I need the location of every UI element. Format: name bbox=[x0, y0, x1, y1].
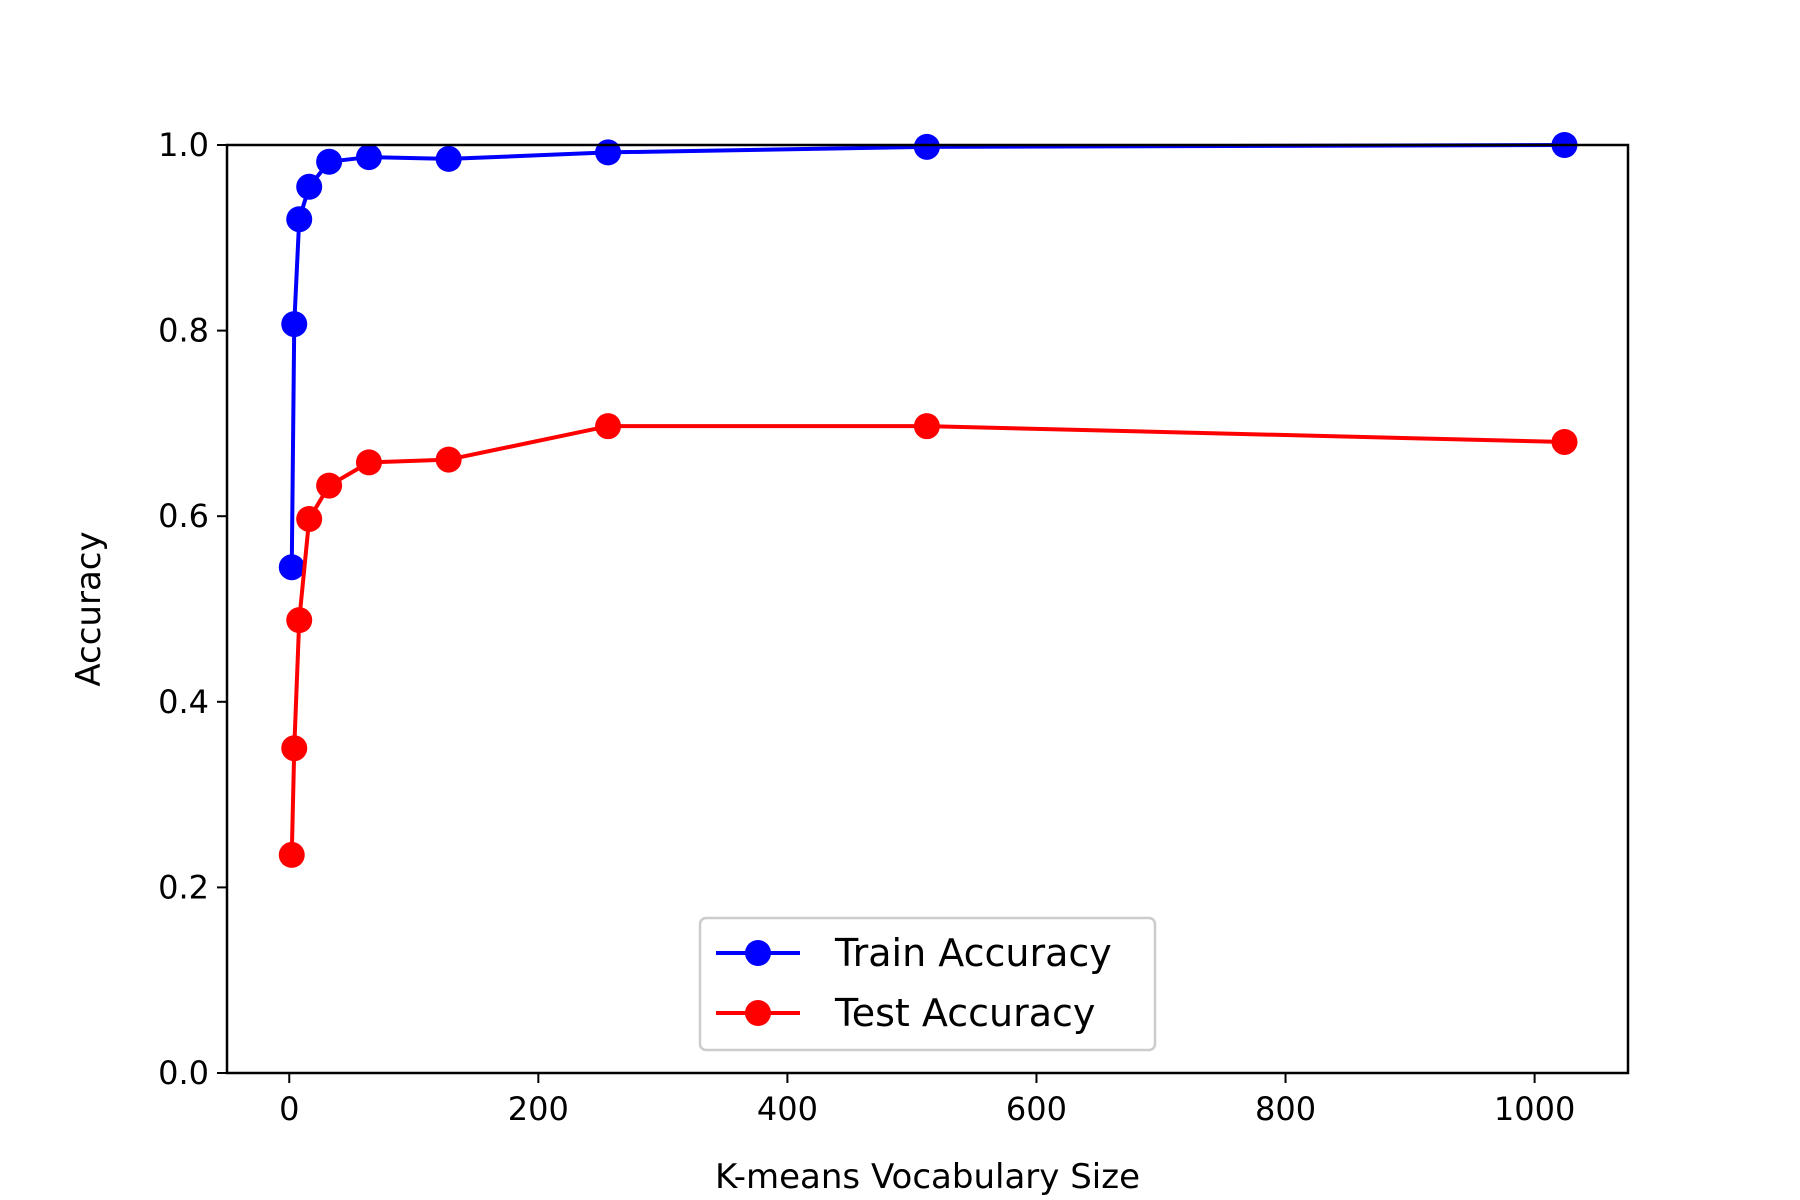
y-tick-label: 0.4 bbox=[158, 683, 209, 721]
data-point bbox=[278, 554, 305, 581]
y-tick-label: 0.2 bbox=[158, 868, 209, 906]
data-point bbox=[281, 735, 308, 762]
data-point bbox=[316, 472, 343, 499]
y-tick-label: 0.0 bbox=[158, 1054, 209, 1092]
data-point bbox=[286, 607, 313, 634]
data-point bbox=[355, 144, 382, 171]
series-line bbox=[289, 424, 1565, 855]
series-layer bbox=[278, 132, 1578, 868]
data-point bbox=[278, 841, 305, 868]
x-tick-label: 600 bbox=[1006, 1090, 1067, 1128]
data-point bbox=[913, 133, 940, 160]
legend-marker bbox=[745, 940, 771, 966]
legend-marker bbox=[745, 1000, 771, 1026]
legend-box bbox=[698, 916, 1157, 1052]
series-line bbox=[289, 143, 1565, 568]
data-point bbox=[435, 145, 462, 172]
data-point bbox=[595, 139, 622, 166]
data-point bbox=[355, 449, 382, 476]
legend: Train Accuracy Test Accuracy bbox=[698, 916, 1157, 1052]
data-point bbox=[296, 505, 323, 532]
y-tick-label: 1.0 bbox=[158, 126, 209, 164]
legend-label: Train Accuracy bbox=[834, 931, 1112, 975]
data-point bbox=[435, 446, 462, 473]
legend-entry-1: Test Accuracy bbox=[716, 991, 1095, 1035]
x-tick-label: 1000 bbox=[1494, 1090, 1575, 1128]
series-1 bbox=[278, 413, 1578, 868]
y-tick-label: 0.6 bbox=[158, 497, 209, 535]
y-axis-title: Accuracy bbox=[69, 531, 109, 686]
series-0 bbox=[278, 132, 1578, 581]
axes-frame bbox=[225, 143, 1630, 1075]
data-point bbox=[296, 173, 323, 200]
data-point bbox=[595, 413, 622, 440]
x-tick-label: 200 bbox=[508, 1090, 569, 1128]
data-point bbox=[316, 148, 343, 175]
legend-label: Test Accuracy bbox=[834, 991, 1095, 1035]
data-point bbox=[913, 413, 940, 440]
x-axis-title: K-means Vocabulary Size bbox=[715, 1157, 1140, 1197]
x-tick-label: 800 bbox=[1255, 1090, 1316, 1128]
data-point bbox=[281, 311, 308, 338]
x-tick-label: 400 bbox=[757, 1090, 818, 1128]
y-tick-label: 0.8 bbox=[158, 312, 209, 350]
axes-layer: 0 200 400 600 800 1000 0.0 0.2 0.4 0.6 0.8 1.0 bbox=[158, 126, 1630, 1128]
legend-entry-0: Train Accuracy bbox=[716, 931, 1112, 975]
data-point bbox=[286, 206, 313, 233]
x-tick-label: 0 bbox=[279, 1090, 299, 1128]
data-point bbox=[1551, 428, 1578, 455]
